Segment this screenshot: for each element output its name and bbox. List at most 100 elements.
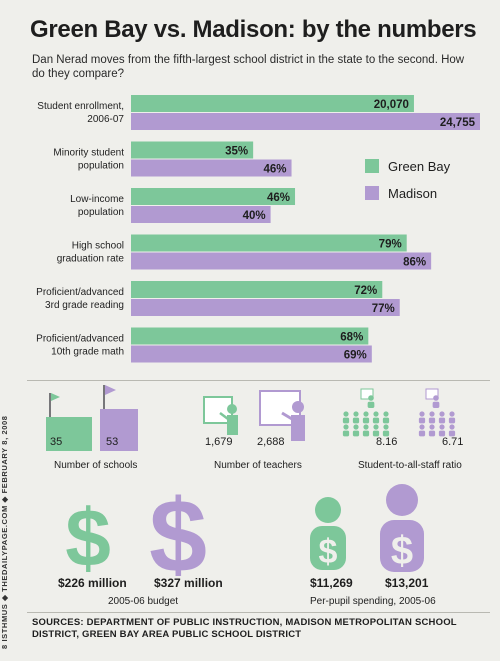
student-person-icon [429, 411, 435, 417]
bar-value-label: 40% [243, 210, 266, 222]
student-person-icon [449, 411, 455, 417]
schools-green-bay-value: 35 [50, 436, 63, 448]
staff-person-icon [432, 401, 440, 408]
category-label: 3rd grade reading [45, 300, 124, 311]
category-label: population [78, 207, 124, 218]
staff-board-icon [360, 388, 374, 400]
student-person-icon [363, 411, 369, 417]
bar-madison [131, 113, 480, 130]
per-pupil-figure-icons: $ $ [310, 484, 424, 573]
bar-value-label: 68% [340, 332, 363, 344]
bar-green-bay [131, 327, 369, 345]
student-person-icon [352, 417, 360, 424]
student-person-icon [439, 424, 445, 430]
schools-madison-value: 53 [106, 436, 119, 448]
student-person-icon [448, 417, 456, 424]
teachers-caption: Number of teachers [214, 460, 302, 471]
student-person-icon [382, 430, 390, 437]
student-person-icon [363, 424, 369, 430]
student-person-icon [373, 424, 379, 430]
budget-madison-dollar-icon: $ [149, 488, 207, 576]
category-label: Minority student [53, 148, 124, 159]
student-person-icon [419, 424, 425, 430]
bar-value-label: 46% [264, 164, 287, 176]
student-person-icon [418, 417, 426, 424]
category-label: population [78, 161, 124, 172]
teachers-madison-value: 2,688 [257, 436, 285, 448]
bar-madison [131, 299, 400, 316]
bar-value-label: 79% [379, 239, 402, 251]
bar-chart: Student enrollment, 2006-07 20,070 24,755 Mi… [36, 95, 480, 363]
school-flags-icon [46, 385, 138, 451]
student-person-icon [343, 424, 349, 430]
bar-value-label: 24,755 [440, 117, 476, 129]
staff-person-icon [367, 401, 375, 408]
budget-madison-value: $327 million [154, 576, 223, 590]
student-person-icon [383, 424, 389, 430]
legend-label: Green Bay [388, 159, 451, 174]
student-person-icon [418, 430, 426, 437]
bar-madison [131, 252, 432, 270]
category-label: High school [72, 241, 124, 252]
student-person-icon [342, 417, 350, 424]
student-person-icon [353, 411, 359, 417]
student-person-icon [439, 411, 445, 417]
ratio-green-bay-value: 8.16 [376, 436, 398, 448]
student-person-icon [352, 430, 360, 437]
budget-green-bay-dollar-icon: $ [65, 493, 111, 576]
page-title: Green Bay vs. Madison: by the numbers [30, 16, 477, 43]
sidebar-text: 8 ISTHMUS ◆ THEDAILYPAGE.COM ◆ FEBRUARY … [0, 415, 9, 649]
student-person-icon [353, 424, 359, 430]
bar-madison [131, 345, 372, 363]
bar-green-bay [131, 95, 414, 112]
sources-note: SOURCES: DEPARTMENT OF PUBLIC INSTRUCTIO… [32, 617, 457, 640]
schools-caption: Number of schools [54, 460, 138, 471]
student-person-icon [362, 417, 370, 424]
bar-value-label: 35% [225, 146, 248, 158]
category-label: 10th grade math [51, 347, 124, 358]
student-person-icon [449, 424, 455, 430]
bar-value-label: 20,070 [374, 99, 409, 111]
page-subtitle: Dan Nerad moves from the fifth-largest s… [32, 54, 465, 80]
student-person-icon [448, 430, 456, 437]
student-person-icon [438, 430, 446, 437]
svg-text:$: $ [319, 533, 338, 571]
svg-text:$: $ [391, 529, 413, 573]
staff-person-icon [368, 395, 374, 401]
student-person-icon [372, 430, 380, 437]
bar-green-bay [131, 188, 296, 205]
per-pupil-caption: Per-pupil spending, 2005-06 [310, 596, 436, 607]
legend-label: Madison [388, 186, 437, 201]
student-person-icon [382, 417, 390, 424]
divider-line-bottom [27, 612, 490, 613]
ratio-caption: Student-to-all-staff ratio [358, 460, 462, 471]
sidebar-strip: 8 ISTHMUS ◆ THEDAILYPAGE.COM ◆ FEBRUARY … [0, 380, 18, 661]
student-person-icon [438, 417, 446, 424]
budget-caption: 2005-06 budget [108, 596, 179, 607]
bar-value-label: 46% [267, 192, 290, 204]
bar-value-label: 72% [354, 285, 377, 297]
staff-board-icon [425, 388, 439, 400]
bar-madison [131, 206, 271, 223]
category-label: Low-income [70, 194, 124, 205]
category-label: Proficient/advanced [36, 287, 124, 298]
student-person-icon [372, 417, 380, 424]
student-person-icon [428, 417, 436, 424]
staff-person-icon [433, 395, 439, 401]
dollar-sign-icons: $ $ [65, 488, 207, 576]
ratio-madison-value: 6.71 [442, 436, 464, 448]
divider-line [27, 380, 490, 381]
per-pupil-green-bay-value: $11,269 [310, 576, 353, 590]
student-person-icon [428, 430, 436, 437]
category-label: Proficient/advanced [36, 334, 124, 345]
student-person-icon [419, 411, 425, 417]
bar-value-label: 77% [372, 303, 395, 315]
legend-swatch-madison [365, 186, 379, 200]
bar-value-label: 86% [403, 257, 426, 269]
student-person-icon [362, 430, 370, 437]
legend-swatch-green-bay [365, 159, 379, 173]
student-staff-group-icon [342, 388, 456, 437]
student-person-icon [383, 411, 389, 417]
student-person-icon [343, 411, 349, 417]
bar-madison [131, 159, 292, 177]
